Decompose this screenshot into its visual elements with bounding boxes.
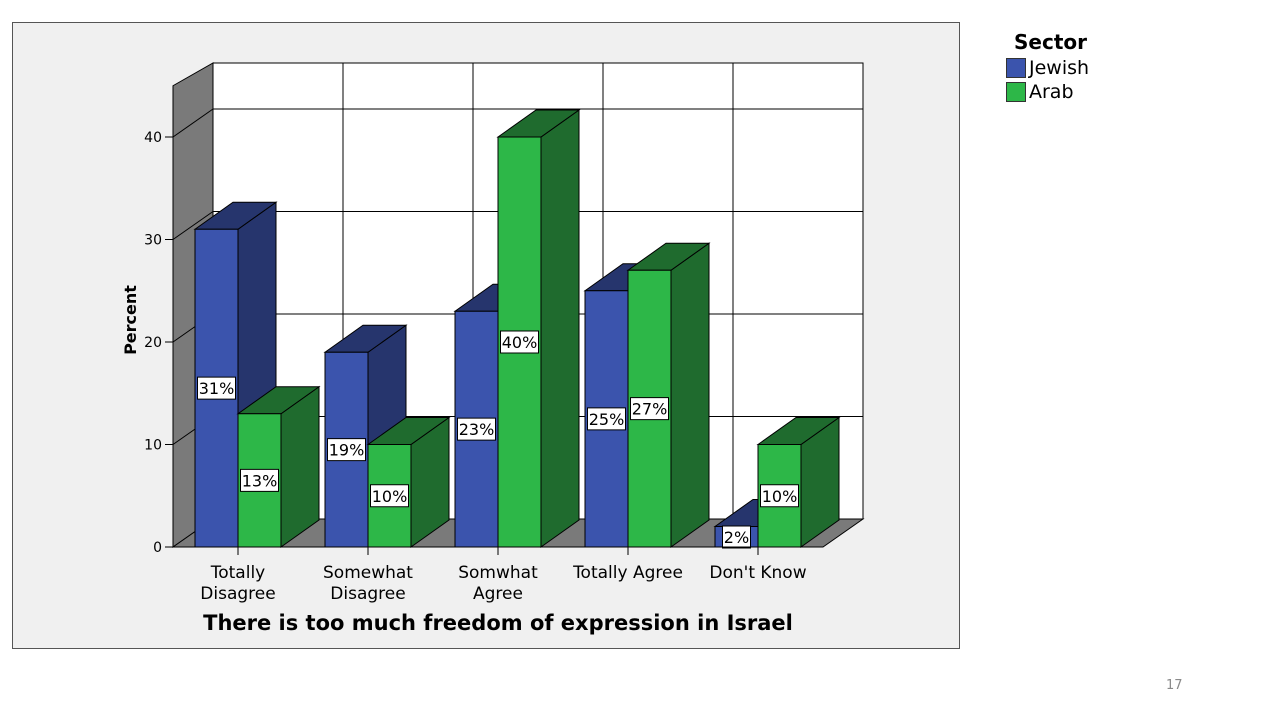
data-label: 40% (500, 330, 539, 354)
data-label: 10% (370, 484, 409, 508)
y-tick-label: 40 (144, 130, 162, 146)
wall-grid-line (172, 108, 214, 138)
data-label-box (240, 468, 279, 492)
data-label-text: 27% (632, 400, 668, 419)
bar-arab (236, 385, 321, 548)
x-tick-label: Agree (473, 584, 523, 604)
x-tick-label: Don't Know (709, 563, 806, 583)
data-label: 10% (760, 484, 799, 508)
x-tick-label: Disagree (200, 584, 275, 604)
wall-grid-line (172, 211, 214, 240)
bar-arab (626, 242, 711, 548)
x-axis-label: There is too much freedom of expression … (203, 611, 793, 635)
legend-item-arab: Arab (1006, 80, 1089, 104)
legend-swatch-arab (1006, 82, 1026, 102)
data-label: 19% (327, 438, 366, 462)
bar-side (280, 385, 320, 548)
legend-item-jewish: Jewish (1006, 56, 1089, 80)
data-label-box (327, 438, 366, 462)
data-label-text: 25% (589, 410, 625, 429)
bars: 31% 13% 19% 10% 23% 40% 25% 27% 2% 10% (193, 109, 841, 549)
chart-frame: 0 10 20 30 40 31% 13% 19% 10% 23% 40% 25% 27% 2% 10% … (12, 22, 960, 649)
data-label-box (587, 407, 626, 431)
bar-side (540, 109, 580, 548)
y-tick-label: 30 (144, 233, 162, 249)
page-number: 17 (1166, 678, 1183, 693)
x-tick-label: Totally (210, 563, 266, 583)
x-tick-label: Disagree (330, 584, 405, 604)
data-label-text: 10% (372, 487, 408, 506)
y-tick-label: 10 (144, 438, 162, 454)
data-label-text: 2% (724, 528, 749, 547)
data-label-text: 23% (459, 420, 495, 439)
data-label: 27% (630, 397, 669, 421)
x-tick-label: Somwhat (458, 563, 538, 583)
x-tick-label: Somewhat (323, 563, 413, 583)
y-axis-label: Percent (121, 285, 140, 355)
legend-title: Sector (1014, 30, 1087, 54)
legend-label-arab: Arab (1029, 81, 1074, 103)
bar-arab (496, 109, 581, 548)
data-label-text: 40% (502, 333, 538, 352)
x-axis: TotallyDisagreeSomewhatDisagreeSomwhatAg… (173, 546, 823, 604)
y-tick-label: 0 (153, 540, 162, 556)
data-label-box (370, 484, 409, 508)
data-label-text: 13% (242, 471, 278, 490)
data-label-text: 10% (762, 487, 798, 506)
data-label-box (500, 330, 539, 354)
data-label-box (722, 525, 751, 549)
bar-arab (756, 416, 841, 548)
y-tick-label: 20 (144, 335, 162, 351)
x-tick-label: Totally Agree (572, 563, 683, 583)
data-label: 25% (587, 407, 626, 431)
legend: Sector Jewish Arab (1006, 30, 1089, 104)
data-label-text: 31% (199, 379, 235, 398)
legend-swatch-jewish (1006, 58, 1026, 78)
data-label-box (760, 484, 799, 508)
data-label: 31% (197, 376, 236, 400)
data-label-box (630, 397, 669, 421)
data-label-box (197, 376, 236, 400)
data-label-text: 19% (329, 441, 365, 460)
y-axis: 0 10 20 30 40 (144, 85, 174, 556)
legend-label-jewish: Jewish (1029, 57, 1090, 79)
bar-side (670, 242, 710, 548)
data-label: 23% (457, 417, 496, 441)
data-label: 13% (240, 468, 279, 492)
data-label-box (457, 417, 496, 441)
data-label: 2% (722, 525, 751, 549)
bar-arab (366, 416, 451, 548)
